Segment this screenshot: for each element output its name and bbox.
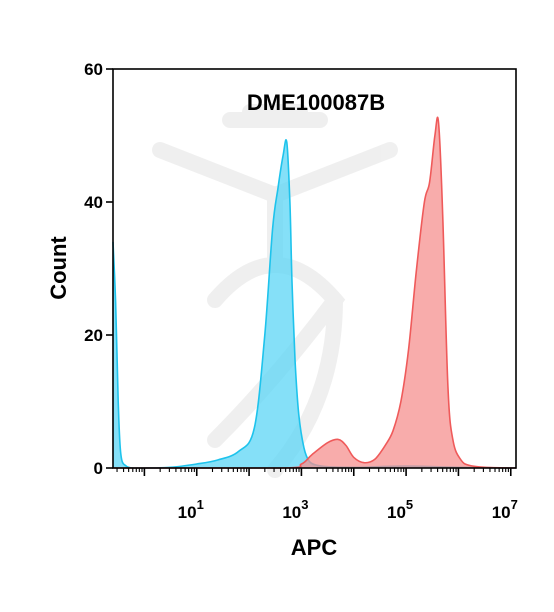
y-tick-label: 40 xyxy=(84,193,103,212)
plot-frame xyxy=(112,68,517,469)
y-axis-title: Count xyxy=(46,236,71,300)
x-axis-title: APC xyxy=(291,535,338,560)
chart-title: DME100087B xyxy=(247,90,385,115)
x-tick-label: 101 xyxy=(178,497,204,522)
x-tick-label: 105 xyxy=(387,497,413,522)
y-tick-label: 20 xyxy=(84,326,103,345)
x-tick-label: 103 xyxy=(282,497,308,522)
x-axis: 101 103 105 107 xyxy=(116,468,518,522)
y-tick-label: 60 xyxy=(84,60,103,79)
series-2-area xyxy=(113,117,516,469)
x-tick-label: 107 xyxy=(492,497,518,522)
series-2-line xyxy=(113,116,517,469)
y-axis: 0 20 40 60 xyxy=(84,60,113,478)
y-tick-label: 0 xyxy=(94,459,103,478)
